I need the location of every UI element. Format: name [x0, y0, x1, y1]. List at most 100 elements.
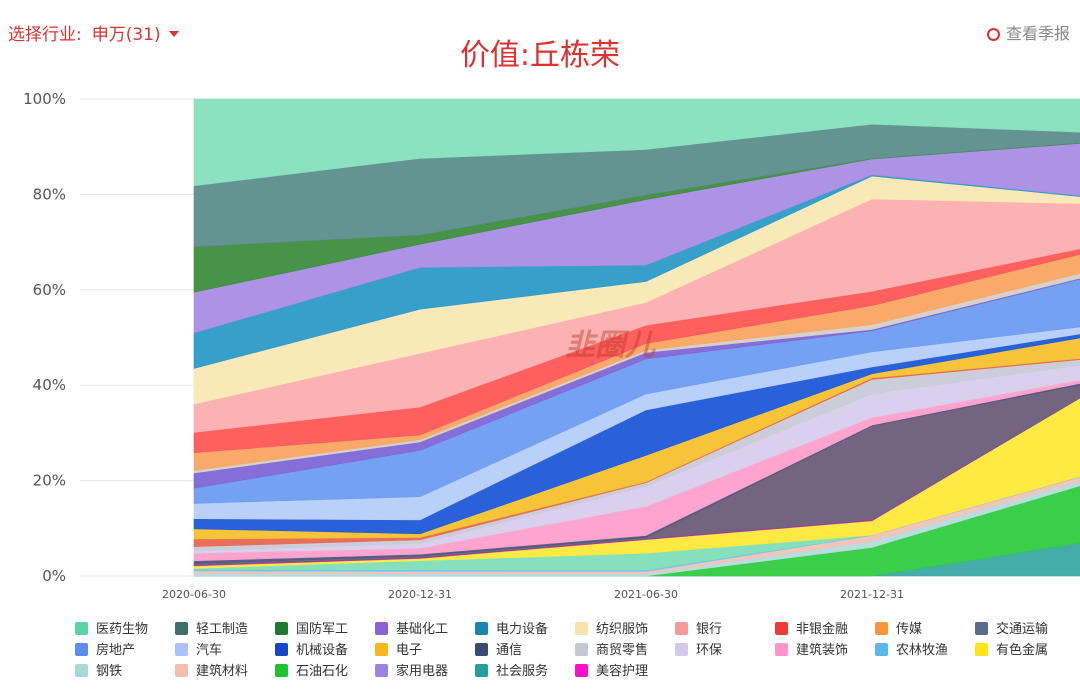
- chevron-down-icon: [168, 31, 179, 37]
- y-tick-label: 0%: [42, 567, 66, 585]
- y-tick-label: 60%: [33, 281, 66, 299]
- chart-title: 价值:丘栋荣: [459, 38, 621, 73]
- y-tick-label: 40%: [33, 376, 66, 394]
- legend-label: 汽车: [196, 643, 223, 658]
- legend-swatch: [875, 622, 888, 635]
- legend-item[interactable]: 基础化工: [375, 618, 448, 637]
- legend-item[interactable]: 农林牧渔: [875, 639, 948, 658]
- x-tick-label: 2020-12-31: [388, 588, 452, 601]
- legend-label: 轻工制造: [196, 622, 249, 637]
- legend-swatch: [675, 622, 688, 635]
- legend-swatch: [575, 643, 588, 656]
- legend-label: 电力设备: [496, 622, 549, 637]
- legend-item[interactable]: 家用电器: [375, 660, 448, 679]
- legend-item[interactable]: 银行: [675, 618, 722, 637]
- legend-label: 银行: [696, 622, 723, 637]
- y-tick-label: 80%: [33, 185, 66, 203]
- industry-selector-label: 选择行业:: [8, 25, 82, 45]
- legend-item[interactable]: 石油石化: [275, 660, 348, 679]
- legend-item[interactable]: 通信: [475, 639, 522, 658]
- legend-item[interactable]: 汽车: [175, 639, 222, 658]
- legend-label: 有色金属: [996, 643, 1049, 658]
- legend-label: 机械设备: [296, 643, 349, 658]
- legend-item[interactable]: 有色金属: [975, 639, 1048, 658]
- legend-item[interactable]: 医药生物: [75, 618, 148, 637]
- legend-swatch: [75, 622, 88, 635]
- legend-swatch: [175, 643, 188, 656]
- legend-item[interactable]: 建筑材料: [175, 660, 248, 679]
- x-tick-label: 2021-06-30: [614, 588, 678, 601]
- watermark: 韭圈儿: [565, 328, 656, 363]
- legend-swatch: [975, 622, 988, 635]
- legend-swatch: [375, 664, 388, 677]
- legend-label: 交通运输: [996, 622, 1049, 637]
- legend-item[interactable]: 商贸零售: [575, 639, 648, 658]
- legend-label: 商贸零售: [596, 643, 649, 658]
- legend-item[interactable]: 非银金融: [775, 618, 848, 637]
- y-tick-label: 100%: [23, 90, 66, 108]
- legend-swatch: [275, 643, 288, 656]
- legend-item[interactable]: 纺织服饰: [575, 618, 648, 637]
- legend-label: 传媒: [896, 622, 923, 637]
- legend-label: 钢铁: [96, 664, 123, 679]
- legend-item[interactable]: 电子: [375, 639, 422, 658]
- legend-swatch: [375, 622, 388, 635]
- legend-swatch: [175, 622, 188, 635]
- legend-item[interactable]: 环保: [675, 639, 722, 658]
- y-tick-label: 20%: [33, 472, 66, 490]
- legend-swatch: [775, 622, 788, 635]
- legend-swatch: [775, 643, 788, 656]
- x-tick-label: 2021-12-31: [840, 588, 904, 601]
- legend-swatch: [975, 643, 988, 656]
- legend-item[interactable]: 机械设备: [275, 639, 348, 658]
- area-series: [193, 98, 1080, 577]
- legend-swatch: [75, 664, 88, 677]
- legend-label: 社会服务: [496, 664, 549, 679]
- legend-swatch: [475, 643, 488, 656]
- legend-swatch: [675, 643, 688, 656]
- legend-label: 农林牧渔: [896, 643, 949, 658]
- legend-item[interactable]: 美容护理: [575, 660, 648, 679]
- legend-label: 医药生物: [96, 622, 149, 637]
- legend-swatch: [275, 622, 288, 635]
- legend-label: 建筑装饰: [796, 643, 849, 658]
- radio-icon[interactable]: [986, 28, 1000, 41]
- industry-selector[interactable]: 选择行业: 申万(31): [8, 20, 179, 45]
- legend-label: 基础化工: [396, 622, 449, 637]
- legend-swatch: [175, 664, 188, 677]
- legend-label: 建筑材料: [196, 664, 249, 679]
- area-series-28[interactable]: [193, 98, 1080, 187]
- legend-swatch: [275, 664, 288, 677]
- legend-label: 通信: [496, 643, 523, 658]
- legend-item[interactable]: 钢铁: [75, 660, 122, 679]
- legend-label: 电子: [396, 643, 423, 658]
- legend-label: 美容护理: [596, 664, 649, 679]
- legend-swatch: [475, 664, 488, 677]
- legend-item[interactable]: 社会服务: [475, 660, 548, 679]
- legend-item[interactable]: 建筑装饰: [775, 639, 848, 658]
- legend-label: 环保: [696, 643, 723, 658]
- legend-item[interactable]: 传媒: [875, 618, 922, 637]
- legend-label: 非银金融: [796, 622, 849, 637]
- legend-item[interactable]: 交通运输: [975, 618, 1048, 637]
- legend-swatch: [75, 643, 88, 656]
- legend-swatch: [575, 622, 588, 635]
- legend-label: 石油石化: [296, 664, 349, 679]
- legend-item[interactable]: 电力设备: [475, 618, 548, 637]
- view-quarterly-toggle[interactable]: 查看季报: [986, 20, 1070, 44]
- legend-item[interactable]: 国防军工: [275, 618, 348, 637]
- legend-label: 家用电器: [396, 664, 449, 679]
- legend-swatch: [475, 622, 488, 635]
- x-tick-label: 2020-06-30: [162, 588, 226, 601]
- stacked-area-chart: 0%20%40%60%80%100% 2020-06-30 2020-12-31 2…: [23, 90, 1080, 601]
- legend-swatch: [375, 643, 388, 656]
- legend-label: 房地产: [96, 643, 136, 658]
- legend-item[interactable]: 房地产: [75, 639, 135, 658]
- x-axis-ticks: 2020-06-30 2020-12-31 2021-06-30 2021-12-31…: [162, 588, 904, 601]
- y-axis-ticks: 0% 20% 40% 60% 80% 100%: [23, 90, 66, 585]
- legend-item[interactable]: 轻工制造: [175, 618, 248, 637]
- view-quarterly-label: 查看季报: [1005, 24, 1070, 43]
- legend-label: 纺织服饰: [596, 622, 649, 637]
- top-bar: 选择行业: 申万(31) 价值:丘栋荣 查看季报: [0, 0, 1080, 73]
- legend-swatch: [575, 664, 588, 677]
